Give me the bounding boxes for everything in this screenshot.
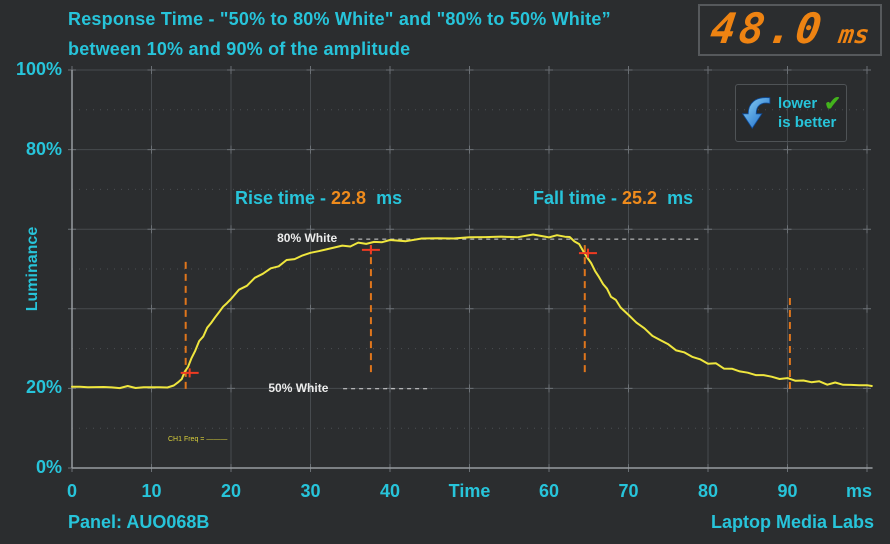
y-tick-label: 100% (15, 59, 62, 79)
rise-time-value: 22.8 (331, 188, 367, 208)
green-check-icon: ✔ (824, 92, 841, 115)
x-tick-label: ms (846, 481, 873, 501)
fall-time-prefix: Fall time - (533, 188, 623, 208)
fall-time-annotation: Fall time - 25.2 ms (533, 188, 693, 209)
rise-time-prefix: Rise time - (235, 188, 332, 208)
y-tick-label: 20% (25, 377, 62, 398)
y-tick-label: 0% (35, 457, 62, 477)
cross-marker (361, 245, 380, 255)
rise-time-annotation: Rise time - 22.8 ms (235, 188, 402, 209)
cross-marker (180, 368, 199, 378)
y-axis-title: Luminance (24, 226, 41, 312)
badge-text: lower ✔ is better (778, 94, 841, 132)
lab-credit-label: Laptop Media Labs (710, 512, 874, 532)
x-tick-label: 70 (618, 481, 639, 501)
fall-time-suffix: ms (657, 188, 694, 208)
y-tick-label: 80% (25, 138, 62, 159)
rise-time-suffix: ms (366, 188, 403, 208)
badge-line1: lower (778, 95, 818, 112)
scope-channel-readout: CH1 Freq = ——— (168, 436, 228, 443)
level-label: 50% White (268, 380, 329, 395)
result-value: 48.0 (707, 4, 829, 53)
x-tick-label: 20 (220, 481, 242, 501)
panel-model-label: Panel: AUO068B (68, 512, 210, 532)
luminance-curve (71, 233, 873, 390)
fall-time-value: 25.2 (622, 188, 658, 208)
result-unit: ms (836, 20, 871, 49)
x-tick-label: 80 (697, 481, 719, 501)
chart-title-line1: Response Time - "50% to 80% White" and "… (68, 9, 611, 29)
blue-down-arrow-icon (741, 97, 771, 129)
x-tick-label: 40 (379, 481, 401, 501)
result-readout: 48.0 ms (698, 4, 882, 56)
level-label: 80% White (277, 231, 338, 246)
x-tick-label: 10 (141, 481, 162, 501)
badge-line2: is better (778, 114, 837, 131)
x-tick-label: 0 (66, 481, 77, 501)
x-tick-label: 60 (538, 481, 560, 501)
chart-title-line2: between 10% and 90% of the amplitude (68, 39, 411, 59)
cross-marker (578, 248, 597, 258)
x-tick-label: 30 (300, 481, 321, 501)
x-tick-label: Time (448, 481, 491, 501)
x-tick-label: 90 (777, 481, 798, 501)
lower-is-better-badge: lower ✔ is better (735, 84, 847, 142)
